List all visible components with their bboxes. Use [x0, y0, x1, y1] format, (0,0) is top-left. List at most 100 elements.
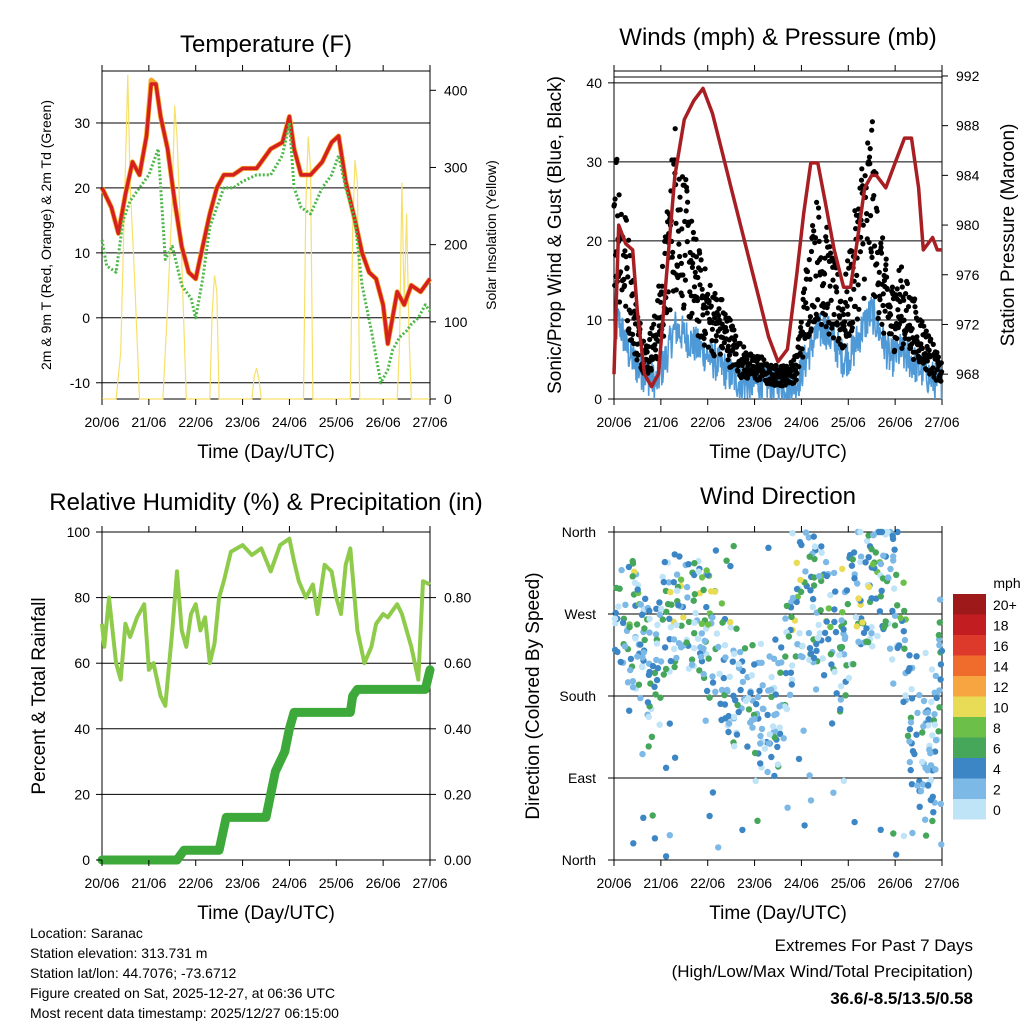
gust-point — [890, 296, 897, 302]
direction-point — [697, 653, 705, 660]
gust-point — [843, 271, 849, 277]
gust-point — [841, 323, 847, 329]
gust-point — [939, 369, 945, 375]
direction-point — [640, 814, 647, 821]
direction-point — [832, 588, 839, 595]
station-info: Location: Saranac Station elevation: 313… — [30, 925, 339, 1021]
direction-point — [747, 689, 754, 697]
direction-point — [782, 615, 789, 622]
direction-point — [908, 695, 916, 702]
gust-point — [703, 305, 709, 311]
x-tick-label: 20/06 — [596, 414, 631, 430]
direction-point — [768, 673, 775, 681]
gust-point — [866, 239, 872, 245]
direction-point — [648, 733, 656, 740]
direction-point — [800, 727, 807, 734]
gust-point — [816, 238, 822, 244]
direction-point — [796, 630, 803, 637]
gust-point — [874, 208, 880, 214]
direction-point — [656, 611, 663, 618]
gust-point — [711, 353, 717, 359]
gust-point — [862, 173, 868, 179]
direction-point — [878, 587, 885, 594]
direction-point — [698, 620, 706, 627]
direction-point — [676, 553, 683, 560]
direction-point — [721, 642, 729, 649]
direction-point — [639, 654, 646, 661]
gust-point — [827, 244, 833, 250]
gust-point — [822, 271, 828, 277]
direction-point — [737, 686, 744, 694]
direction-point — [935, 728, 942, 735]
direction-point — [697, 644, 704, 651]
direction-point — [707, 588, 715, 595]
temperature-x-ticks: 20/06 21/06 22/06 23/06 24/06 25/06 26/06 27/06 — [84, 65, 448, 430]
gust-point — [923, 328, 929, 334]
direction-point — [625, 563, 633, 571]
direction-point — [771, 734, 778, 741]
direction-point — [789, 662, 796, 669]
direction-point — [852, 613, 860, 621]
gust-point — [648, 367, 654, 373]
direction-point — [633, 621, 641, 628]
direction-point — [811, 555, 818, 563]
temperature-title: Temperature (F) — [180, 31, 352, 58]
direction-point — [638, 611, 646, 618]
direction-point — [723, 686, 731, 694]
direction-point — [784, 804, 791, 811]
gust-point — [798, 319, 804, 325]
gust-point — [844, 303, 850, 309]
gust-point — [626, 326, 632, 332]
direction-point — [850, 661, 857, 668]
direction-point — [831, 618, 838, 626]
temperature-9m-line — [99, 77, 433, 347]
gust-point — [901, 317, 907, 323]
direction-point — [688, 661, 696, 668]
direction-point — [615, 603, 622, 610]
y-tick-label: 80 — [74, 590, 90, 606]
gust-point — [894, 335, 900, 342]
direction-point — [670, 579, 677, 586]
direction-point — [651, 669, 659, 677]
gust-point — [628, 337, 635, 343]
direction-point — [828, 661, 835, 668]
gust-point — [884, 286, 890, 292]
dewpoint-2m-line — [100, 121, 432, 385]
direction-point — [696, 667, 703, 674]
legend-label: 12 — [993, 679, 1009, 695]
gust-point — [859, 166, 865, 172]
direction-point — [929, 732, 936, 739]
direction-point — [916, 803, 923, 810]
direction-point — [932, 737, 940, 744]
gust-point — [687, 289, 693, 295]
legend-swatch — [953, 737, 986, 758]
extremes-title: Extremes For Past 7 Days — [775, 936, 973, 955]
pressure-line — [612, 86, 942, 389]
gust-point — [847, 296, 854, 302]
direction-point — [751, 715, 758, 723]
direction-point — [836, 644, 844, 651]
direction-point — [644, 699, 652, 706]
legend-swatch — [953, 778, 986, 799]
gust-point — [694, 297, 701, 304]
x-tick-label: 23/06 — [737, 414, 772, 430]
direction-point — [821, 629, 829, 637]
direction-point — [929, 793, 936, 800]
direction-point — [878, 528, 886, 536]
direction-point — [894, 528, 901, 536]
gust-point — [702, 330, 709, 337]
direction-point — [837, 683, 845, 690]
direction-point — [667, 624, 674, 631]
direction-point — [739, 678, 747, 686]
gust-point — [898, 313, 904, 319]
direction-point — [837, 705, 844, 713]
gust-point — [911, 356, 917, 362]
direction-point — [809, 595, 817, 603]
y-right-tick-label: 980 — [956, 217, 980, 233]
direction-point — [799, 642, 806, 650]
direction-point — [865, 554, 872, 561]
gust-point — [684, 188, 690, 194]
direction-point — [673, 654, 680, 662]
gust-point — [630, 331, 636, 337]
gust-point — [900, 341, 907, 347]
